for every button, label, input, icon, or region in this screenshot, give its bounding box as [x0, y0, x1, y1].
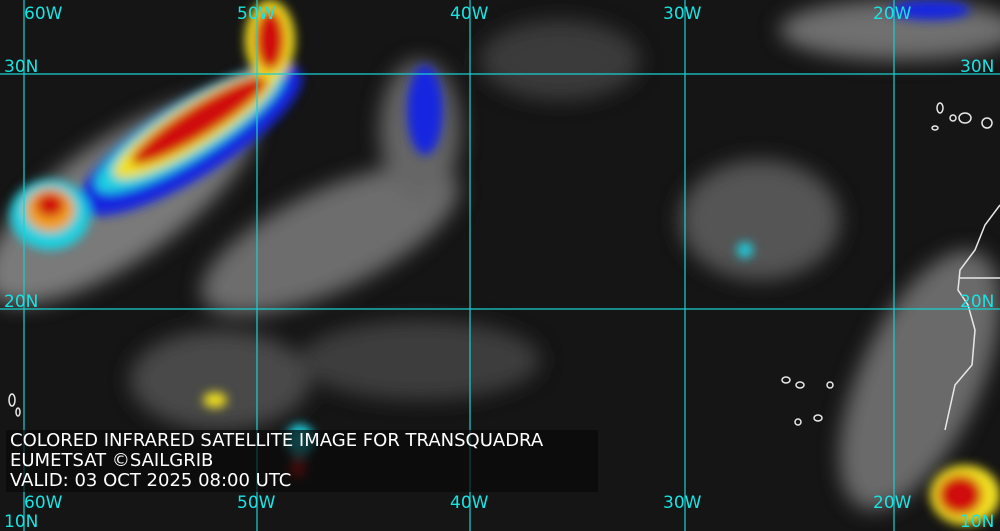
lat-label-20n-right: 20N — [960, 292, 995, 312]
lat-label-10n-right: 10N — [960, 512, 995, 531]
image-caption: COLORED INFRARED SATELLITE IMAGE FOR TRA… — [6, 430, 598, 492]
lon-label-50w-top: 50W — [237, 4, 276, 24]
caption-valid-time: VALID: 03 OCT 2025 08:00 UTC — [10, 470, 292, 491]
lat-label-10n-left: 10N — [4, 512, 39, 531]
lon-label-20w-bottom: 20W — [873, 493, 912, 513]
lon-label-50w-bottom: 50W — [237, 493, 276, 513]
caption-title: COLORED INFRARED SATELLITE IMAGE FOR TRA… — [10, 430, 544, 451]
coastline — [8, 102, 1000, 431]
lon-label-40w-top: 40W — [450, 4, 489, 24]
lon-label-30w-bottom: 30W — [663, 493, 702, 513]
lon-label-30w-top: 30W — [663, 4, 702, 24]
lon-label-20w-top: 20W — [873, 4, 912, 24]
lat-label-30n-right: 30N — [960, 57, 995, 77]
caption-source: EUMETSAT ©SAILGRIB — [10, 450, 214, 471]
lon-label-60w-bottom: 60W — [24, 493, 63, 513]
lat-label-30n-left: 30N — [4, 57, 39, 77]
lon-label-60w-top: 60W — [24, 4, 63, 24]
lat-label-20n-left: 20N — [4, 292, 39, 312]
lon-label-40w-bottom: 40W — [450, 493, 489, 513]
